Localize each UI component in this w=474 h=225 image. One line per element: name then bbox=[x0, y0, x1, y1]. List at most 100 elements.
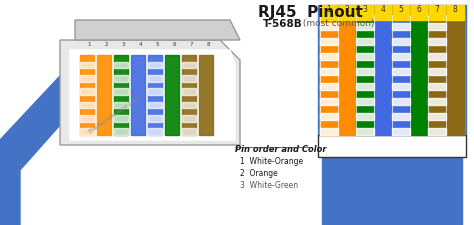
Bar bbox=[199, 55, 213, 135]
Text: T-568B: T-568B bbox=[263, 19, 303, 29]
Text: 1: 1 bbox=[327, 5, 331, 14]
Bar bbox=[356, 38, 374, 45]
Bar bbox=[320, 83, 338, 90]
Text: 3  White-Green: 3 White-Green bbox=[240, 181, 298, 190]
Bar bbox=[392, 97, 410, 105]
Bar bbox=[356, 15, 374, 135]
Text: 7: 7 bbox=[189, 42, 193, 47]
Bar bbox=[320, 68, 338, 75]
Bar bbox=[428, 68, 446, 75]
Bar bbox=[114, 88, 128, 95]
Bar bbox=[428, 38, 446, 45]
Bar bbox=[356, 112, 374, 120]
Bar bbox=[80, 62, 94, 68]
Bar bbox=[148, 75, 162, 82]
Bar bbox=[131, 55, 145, 135]
Bar bbox=[80, 115, 94, 122]
Bar bbox=[182, 62, 196, 68]
Bar bbox=[428, 128, 446, 135]
Text: 3: 3 bbox=[363, 5, 367, 14]
Bar bbox=[356, 83, 374, 90]
Text: 7: 7 bbox=[435, 5, 439, 14]
Bar bbox=[320, 5, 464, 20]
Bar bbox=[182, 102, 196, 108]
Bar bbox=[428, 15, 446, 135]
Bar bbox=[410, 15, 428, 135]
Bar bbox=[80, 75, 94, 82]
Bar bbox=[320, 22, 338, 30]
Bar bbox=[114, 102, 128, 108]
Bar bbox=[356, 68, 374, 75]
Bar bbox=[148, 62, 162, 68]
Bar bbox=[356, 128, 374, 135]
Bar bbox=[182, 128, 196, 135]
Bar bbox=[114, 62, 128, 68]
Text: 2: 2 bbox=[345, 5, 349, 14]
Bar bbox=[148, 115, 162, 122]
Bar bbox=[392, 15, 410, 135]
Bar bbox=[80, 128, 94, 135]
Bar bbox=[148, 88, 162, 95]
Bar bbox=[80, 88, 94, 95]
Bar bbox=[148, 128, 162, 135]
Bar bbox=[428, 83, 446, 90]
Bar bbox=[165, 55, 179, 135]
Text: TheTechMentor.com: TheTechMentor.com bbox=[88, 95, 142, 135]
Bar bbox=[428, 22, 446, 30]
Bar bbox=[97, 55, 111, 135]
Polygon shape bbox=[70, 50, 235, 140]
Bar bbox=[148, 55, 162, 135]
Bar bbox=[356, 22, 374, 30]
Bar bbox=[446, 15, 464, 135]
Text: 5: 5 bbox=[399, 5, 403, 14]
Bar bbox=[338, 15, 356, 135]
Bar bbox=[114, 128, 128, 135]
Text: 5: 5 bbox=[155, 42, 159, 47]
Bar bbox=[392, 68, 410, 75]
Bar bbox=[320, 38, 338, 45]
Text: 1: 1 bbox=[87, 42, 91, 47]
Text: 6: 6 bbox=[172, 42, 176, 47]
Bar bbox=[80, 55, 94, 135]
Bar bbox=[320, 15, 464, 135]
Bar bbox=[322, 155, 462, 225]
Bar bbox=[428, 52, 446, 60]
Text: 6: 6 bbox=[417, 5, 421, 14]
Bar bbox=[114, 115, 128, 122]
Bar bbox=[114, 55, 128, 135]
Text: 3: 3 bbox=[121, 42, 125, 47]
Bar bbox=[320, 52, 338, 60]
Bar bbox=[80, 102, 94, 108]
Bar bbox=[148, 102, 162, 108]
Bar bbox=[182, 115, 196, 122]
Text: Pin order and Color: Pin order and Color bbox=[235, 145, 327, 154]
Text: 4: 4 bbox=[381, 5, 385, 14]
Bar bbox=[356, 52, 374, 60]
Text: 8: 8 bbox=[453, 5, 457, 14]
Bar bbox=[374, 15, 392, 135]
Bar bbox=[182, 88, 196, 95]
Bar bbox=[392, 52, 410, 60]
Text: 1  White-Orange: 1 White-Orange bbox=[240, 157, 303, 166]
Bar bbox=[320, 112, 338, 120]
Bar bbox=[320, 15, 338, 135]
Polygon shape bbox=[60, 40, 240, 145]
Bar bbox=[182, 75, 196, 82]
Bar bbox=[320, 97, 338, 105]
Text: 2  Orange: 2 Orange bbox=[240, 169, 278, 178]
Text: 8: 8 bbox=[206, 42, 210, 47]
Bar bbox=[320, 128, 338, 135]
Bar bbox=[392, 38, 410, 45]
Bar bbox=[428, 112, 446, 120]
Bar bbox=[392, 112, 410, 120]
Polygon shape bbox=[75, 20, 240, 40]
Bar bbox=[428, 97, 446, 105]
Text: 2: 2 bbox=[104, 42, 108, 47]
Bar bbox=[318, 135, 466, 157]
Bar bbox=[392, 22, 410, 30]
Bar bbox=[114, 75, 128, 82]
Bar bbox=[392, 83, 410, 90]
Bar bbox=[182, 55, 196, 135]
Polygon shape bbox=[0, 60, 100, 225]
Bar bbox=[392, 128, 410, 135]
